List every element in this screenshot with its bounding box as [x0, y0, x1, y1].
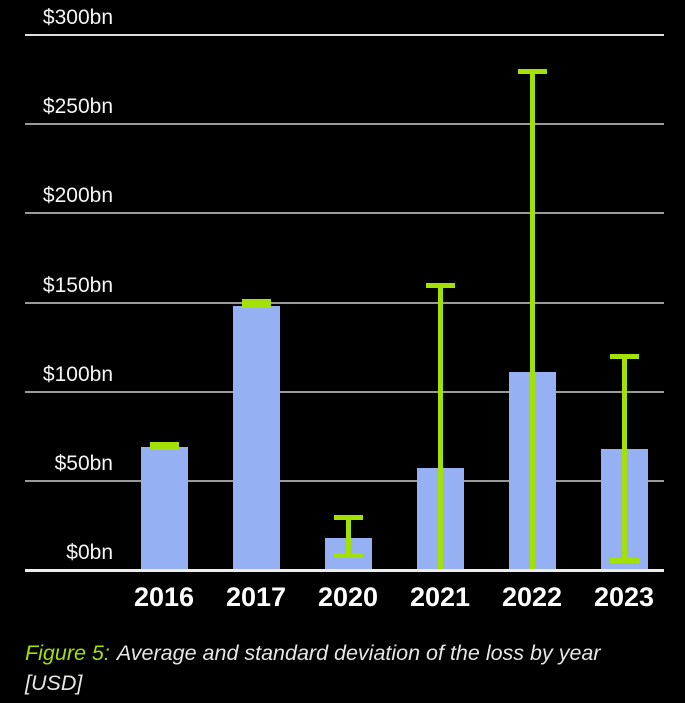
y-tick-label: $300bn [42, 6, 113, 29]
x-axis-label: 2017 [225, 582, 287, 612]
error-bar [345, 515, 351, 558]
x-axis-label: 2016 [133, 582, 195, 612]
error-cap-high [517, 69, 547, 74]
y-tick-label: $250bn [42, 95, 113, 118]
error-cap-high [425, 283, 455, 288]
y-tick-label: $150bn [42, 274, 113, 297]
x-axis-label: 2022 [501, 582, 563, 612]
y-tick-label: $0bn [66, 541, 113, 564]
caption-text: Average and standard deviation of the lo… [116, 641, 601, 665]
x-axis-label: 2023 [593, 582, 655, 612]
gridline [25, 480, 664, 482]
error-cap-low [149, 442, 179, 447]
error-bar [437, 283, 443, 570]
gridline [25, 34, 664, 36]
error-cap-low [333, 553, 363, 558]
error-cap-high [609, 354, 639, 359]
y-tick-label: $100bn [42, 363, 113, 386]
x-axis-baseline [25, 569, 664, 572]
y-tick-label: $200bn [42, 184, 113, 207]
bar [232, 306, 280, 570]
gridline [25, 302, 664, 304]
error-cap-low [609, 558, 639, 563]
error-cap-high [149, 445, 179, 450]
x-axis-label: 2021 [409, 582, 471, 612]
gridline [25, 212, 664, 214]
figure-label: Figure 5: [25, 641, 110, 665]
error-bar [621, 354, 627, 563]
error-cap-high [241, 303, 271, 308]
bar [140, 447, 188, 570]
gridline [25, 391, 664, 393]
y-tick-label: $50bn [54, 452, 113, 475]
figure-caption: Figure 5: Average and standard deviation … [25, 638, 670, 698]
x-axis-label: 2020 [317, 582, 379, 612]
error-bar [529, 69, 535, 570]
caption-unit: [USD] [25, 671, 83, 695]
error-cap-high [333, 515, 363, 520]
error-cap-low [241, 299, 271, 304]
gridline [25, 123, 664, 125]
